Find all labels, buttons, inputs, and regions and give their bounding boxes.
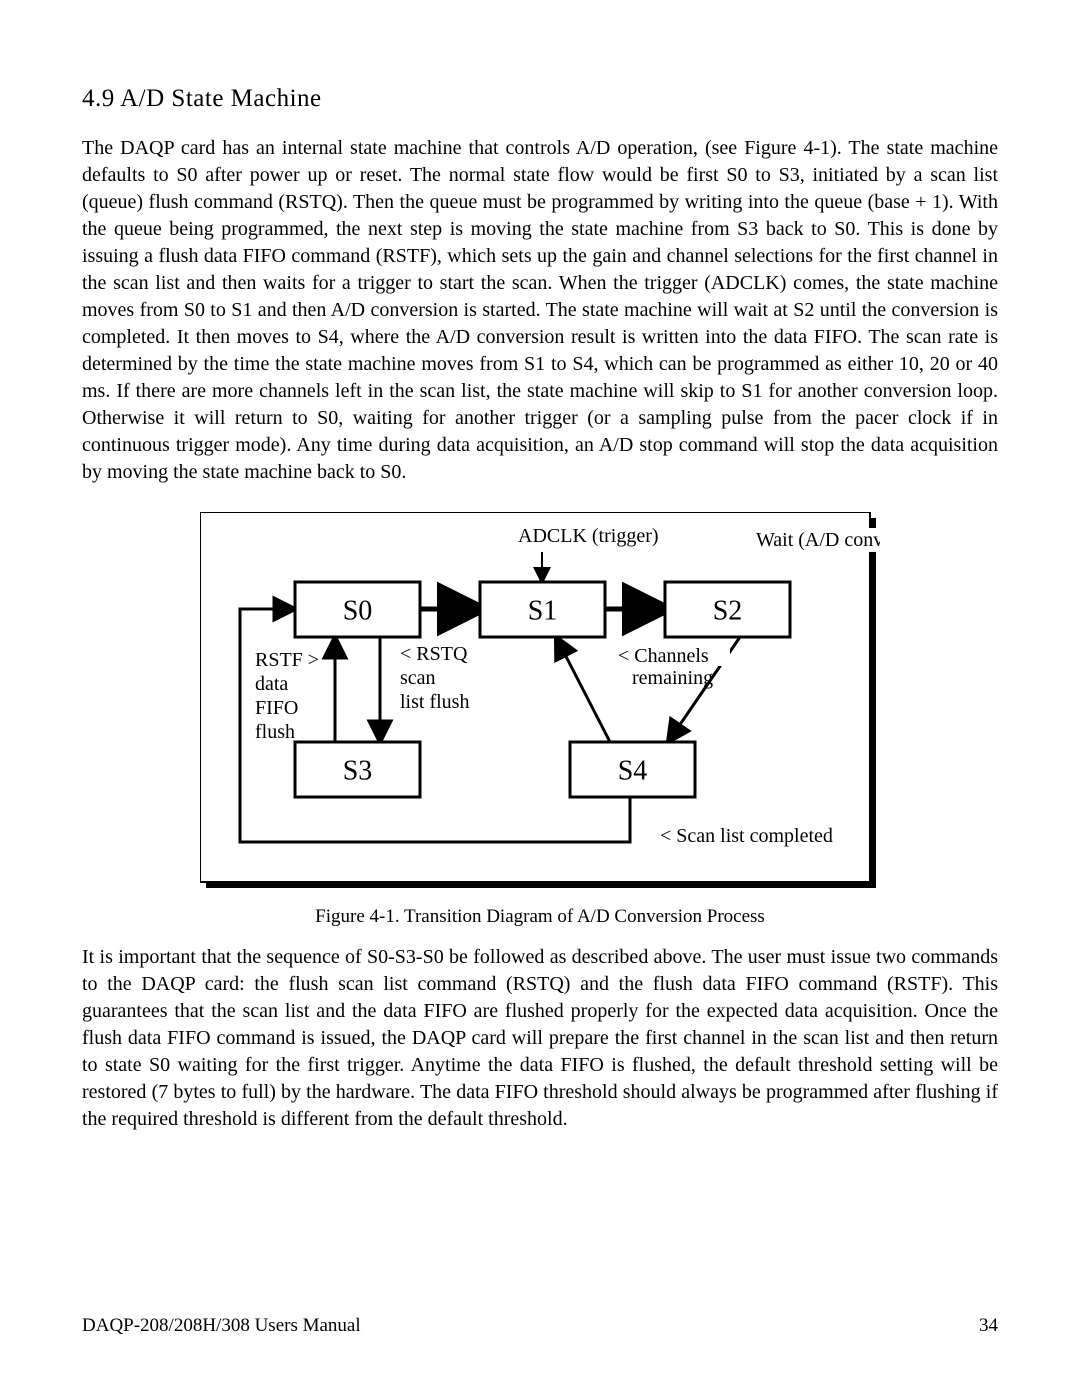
figure-4-1: S0 S1 S2 S3 S4 ADCLK (trigger) Wait (A/D conve… <box>82 512 998 928</box>
svg-text:< RSTQ: < RSTQ <box>400 643 468 665</box>
svg-text:ADCLK (trigger): ADCLK (trigger) <box>518 525 659 547</box>
svg-text:scan: scan <box>400 667 436 689</box>
svg-text:< Scan list completed: < Scan list completed <box>660 825 833 847</box>
svg-text:S0: S0 <box>343 596 373 627</box>
svg-text:FIFO: FIFO <box>255 697 298 719</box>
body-paragraph-1: The DAQP card has an internal state mach… <box>82 135 998 486</box>
svg-text:list flush: list flush <box>400 691 469 713</box>
svg-text:S3: S3 <box>343 756 373 787</box>
svg-text:data: data <box>255 673 288 695</box>
footer-manual-title: DAQP-208/208H/308 Users Manual <box>82 1315 361 1337</box>
figure-caption: Figure 4-1. Transition Diagram of A/D Co… <box>315 906 765 928</box>
svg-text:flush: flush <box>255 721 295 743</box>
svg-text:remaining: remaining <box>632 667 713 689</box>
svg-text:S2: S2 <box>713 596 743 627</box>
page-footer: DAQP-208/208H/308 Users Manual 34 <box>82 1255 998 1337</box>
svg-text:< Channels: < Channels <box>618 645 709 667</box>
svg-text:RSTF >: RSTF > <box>255 649 319 671</box>
svg-text:Wait (A/D conversion): Wait (A/D conversion) <box>756 529 880 551</box>
section-heading: 4.9 A/D State Machine <box>82 85 998 113</box>
body-paragraph-2: It is important that the sequence of S0-… <box>82 944 998 1133</box>
svg-text:S4: S4 <box>618 756 648 787</box>
footer-page-number: 34 <box>979 1315 998 1337</box>
state-machine-diagram: S0 S1 S2 S3 S4 ADCLK (trigger) Wait (A/D conve… <box>200 512 880 892</box>
svg-text:S1: S1 <box>528 596 558 627</box>
